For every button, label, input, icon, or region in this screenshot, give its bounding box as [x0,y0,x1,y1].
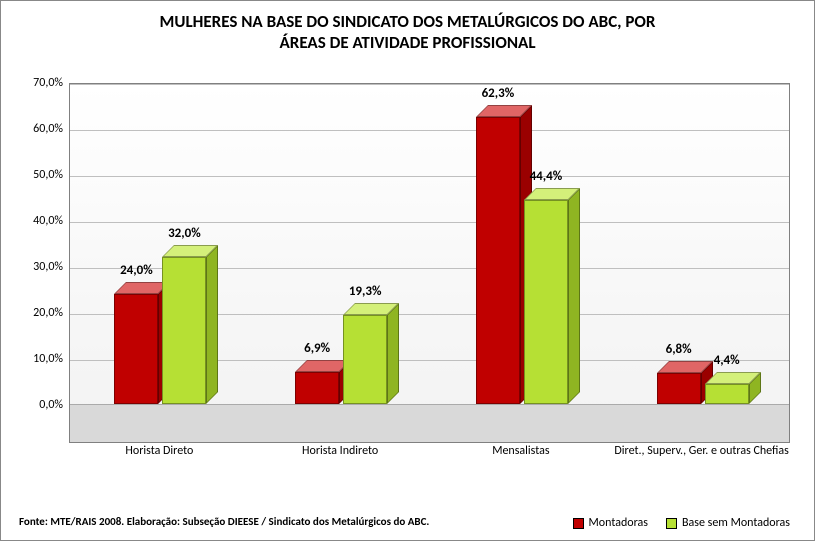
bar-group: 6,9%19,3% [251,315,432,404]
data-label: 62,3% [482,86,515,101]
title-line-1: MULHERES NA BASE DO SINDICATO DOS METALÚ… [160,11,656,32]
x-axis-label: Diret., Superv., Ger. e outras Chefias [611,445,792,458]
bar-front [524,200,568,404]
chart-title: MULHERES NA BASE DO SINDICATO DOS METALÚ… [1,11,814,54]
legend-swatch-icon [573,518,584,529]
title-line-2: ÁREAS DE ATIVIDADE PROFISSIONAL [279,32,535,53]
y-tick-label: 0,0% [11,398,63,412]
bar: 24,0% [114,294,158,404]
y-tick-label: 10,0% [11,352,63,366]
bar-side [387,303,399,404]
source-text: Fonte: MTE/RAIS 2008. Elaboração: Subseç… [19,515,429,528]
legend-label: Montadoras [589,516,648,530]
bars-layer: 24,0%32,0%6,9%19,3%62,3%44,4%6,8%4,4% [70,84,789,404]
data-label: 44,4% [530,169,563,184]
bar-group: 6,8%4,4% [612,373,793,404]
bar: 4,4% [705,384,749,404]
y-tick-label: 70,0% [11,76,63,90]
plot-floor [70,404,789,442]
bar-front [657,373,701,404]
plot-area: 24,0%32,0%6,9%19,3%62,3%44,4%6,8%4,4% 0,… [69,83,790,443]
bar-side [568,188,580,404]
legend-swatch-icon [666,518,677,529]
x-axis-label: Mensalistas [431,445,612,458]
data-label: 32,0% [168,226,201,241]
x-axis-label: Horista Direto [69,445,250,458]
data-label: 6,8% [666,342,692,357]
bar: 44,4% [524,200,568,404]
plot-background: 24,0%32,0%6,9%19,3%62,3%44,4%6,8%4,4% [69,83,790,443]
bar-group: 62,3%44,4% [432,117,613,404]
bar: 19,3% [343,315,387,404]
bar-front [476,117,520,404]
y-tick-label: 60,0% [11,122,63,136]
y-tick-label: 40,0% [11,214,63,228]
chart-container: MULHERES NA BASE DO SINDICATO DOS METALÚ… [0,0,815,541]
bar-front [343,315,387,404]
y-tick-label: 50,0% [11,168,63,182]
y-tick-label: 20,0% [11,306,63,320]
data-label: 4,4% [714,353,740,368]
bar-front [162,257,206,404]
data-label: 24,0% [120,263,153,278]
bar: 6,9% [295,372,339,404]
bar: 62,3% [476,117,520,404]
bar-group: 24,0%32,0% [70,257,251,404]
bar-front [295,372,339,404]
legend-item-montadoras: Montadoras [573,516,648,530]
data-label: 6,9% [304,341,330,356]
bar-side [206,245,218,404]
y-tick-label: 30,0% [11,260,63,274]
legend: Montadoras Base sem Montadoras [573,516,790,530]
legend-label: Base sem Montadoras [682,516,790,530]
legend-item-base-sem-montadoras: Base sem Montadoras [666,516,790,530]
bar-front [114,294,158,404]
x-axis-labels: Horista DiretoHorista IndiretoMensalista… [69,445,790,483]
bar: 6,8% [657,373,701,404]
bar-front [705,384,749,404]
x-axis-label: Horista Indireto [250,445,431,458]
bar: 32,0% [162,257,206,404]
data-label: 19,3% [349,284,382,299]
